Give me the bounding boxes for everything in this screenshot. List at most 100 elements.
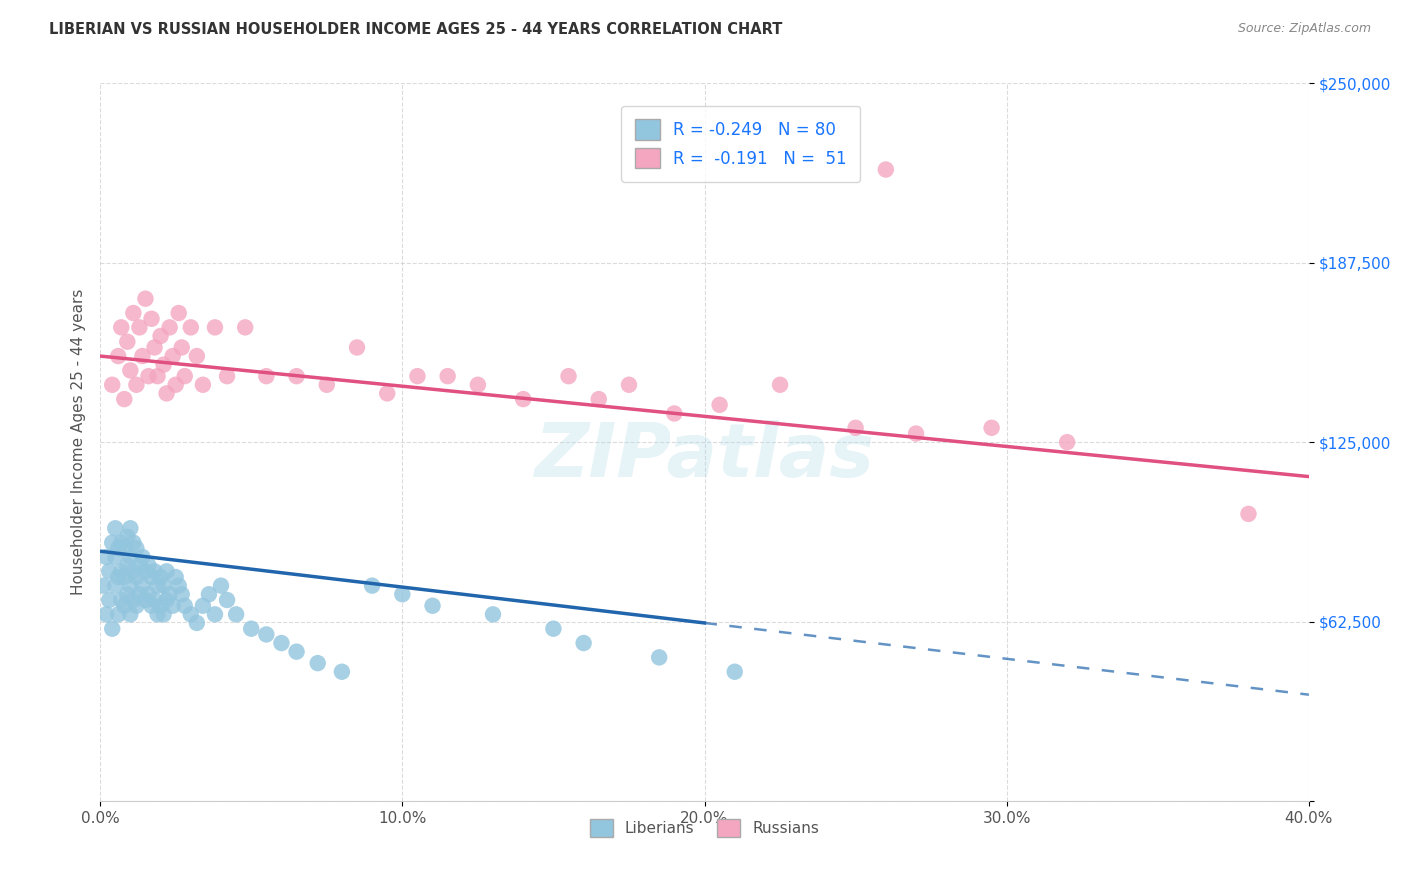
Point	[134, 564, 156, 578]
Point	[107, 541, 129, 556]
Point	[101, 622, 124, 636]
Point	[152, 358, 174, 372]
Point	[557, 369, 579, 384]
Point	[330, 665, 353, 679]
Point	[204, 320, 226, 334]
Point	[149, 570, 172, 584]
Point	[648, 650, 671, 665]
Point	[107, 570, 129, 584]
Point	[101, 535, 124, 549]
Text: ZIPatlas: ZIPatlas	[534, 420, 875, 493]
Point	[285, 369, 308, 384]
Point	[141, 311, 163, 326]
Point	[128, 320, 150, 334]
Point	[173, 599, 195, 613]
Point	[664, 407, 686, 421]
Point	[170, 341, 193, 355]
Point	[117, 558, 139, 573]
Text: LIBERIAN VS RUSSIAN HOUSEHOLDER INCOME AGES 25 - 44 YEARS CORRELATION CHART: LIBERIAN VS RUSSIAN HOUSEHOLDER INCOME A…	[49, 22, 783, 37]
Point	[141, 599, 163, 613]
Point	[91, 579, 114, 593]
Point	[120, 521, 142, 535]
Point	[156, 564, 179, 578]
Point	[186, 615, 208, 630]
Point	[215, 593, 238, 607]
Point	[482, 607, 505, 622]
Point	[315, 377, 337, 392]
Point	[173, 369, 195, 384]
Point	[165, 570, 187, 584]
Point	[422, 599, 444, 613]
Point	[146, 369, 169, 384]
Point	[1056, 435, 1078, 450]
Point	[146, 579, 169, 593]
Point	[110, 564, 132, 578]
Point	[131, 549, 153, 564]
Point	[98, 564, 121, 578]
Point	[170, 587, 193, 601]
Point	[361, 579, 384, 593]
Point	[149, 329, 172, 343]
Point	[128, 587, 150, 601]
Point	[162, 599, 184, 613]
Point	[617, 377, 640, 392]
Point	[406, 369, 429, 384]
Point	[141, 570, 163, 584]
Point	[120, 549, 142, 564]
Point	[152, 579, 174, 593]
Point	[131, 579, 153, 593]
Point	[138, 587, 160, 601]
Point	[512, 392, 534, 406]
Point	[307, 656, 329, 670]
Point	[1237, 507, 1260, 521]
Point	[120, 607, 142, 622]
Point	[254, 369, 277, 384]
Point	[138, 369, 160, 384]
Point	[149, 599, 172, 613]
Y-axis label: Householder Income Ages 25 - 44 years: Householder Income Ages 25 - 44 years	[72, 289, 86, 595]
Point	[96, 607, 118, 622]
Point	[101, 377, 124, 392]
Point	[131, 349, 153, 363]
Point	[125, 570, 148, 584]
Point	[391, 587, 413, 601]
Point	[191, 599, 214, 613]
Point	[110, 535, 132, 549]
Point	[980, 421, 1002, 435]
Point	[122, 564, 145, 578]
Point	[125, 541, 148, 556]
Point	[186, 349, 208, 363]
Point	[117, 587, 139, 601]
Point	[209, 579, 232, 593]
Point	[134, 593, 156, 607]
Point	[254, 627, 277, 641]
Point	[270, 636, 292, 650]
Point	[905, 426, 928, 441]
Point	[143, 593, 166, 607]
Point	[104, 549, 127, 564]
Point	[225, 607, 247, 622]
Point	[572, 636, 595, 650]
Point	[167, 579, 190, 593]
Point	[543, 622, 565, 636]
Point	[159, 320, 181, 334]
Point	[125, 377, 148, 392]
Point	[180, 320, 202, 334]
Point	[112, 392, 135, 406]
Point	[125, 599, 148, 613]
Point	[346, 341, 368, 355]
Point	[112, 570, 135, 584]
Point	[104, 579, 127, 593]
Point	[709, 398, 731, 412]
Point	[165, 377, 187, 392]
Point	[112, 599, 135, 613]
Point	[110, 320, 132, 334]
Point	[724, 665, 747, 679]
Point	[112, 541, 135, 556]
Point	[117, 530, 139, 544]
Point	[120, 579, 142, 593]
Point	[120, 363, 142, 377]
Point	[146, 607, 169, 622]
Point	[104, 521, 127, 535]
Point	[122, 593, 145, 607]
